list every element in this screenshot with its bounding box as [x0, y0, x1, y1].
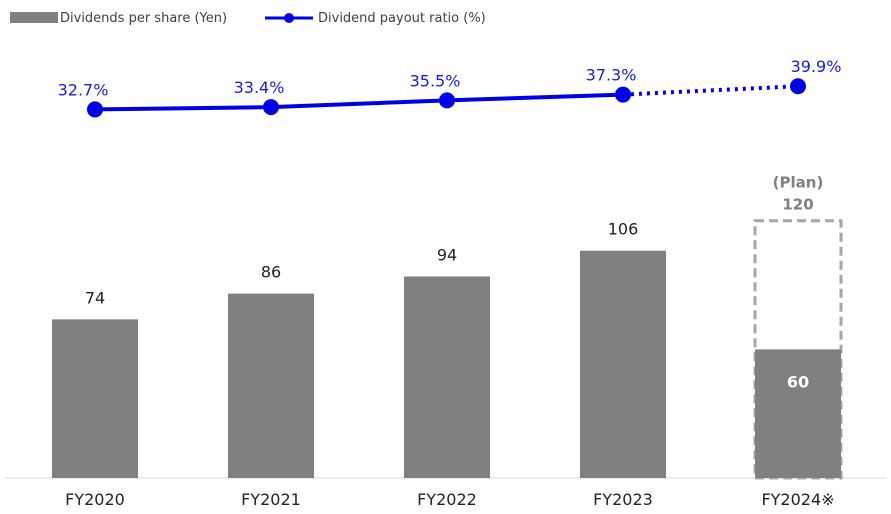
ratio-value-label: 37.3%: [586, 66, 637, 85]
ratio-line-solid: [94, 92, 624, 112]
bar-fy2020: [52, 319, 138, 478]
bar-fy2021: [228, 293, 314, 478]
bar-value-label: 74: [85, 288, 105, 307]
legend-line-marker: [284, 13, 294, 23]
x-axis-ticks: FY2020 FY2021 FY2022 FY2023 FY2024※: [65, 490, 834, 509]
ratio-point: [790, 78, 806, 95]
ratio-value-label: 33.4%: [234, 78, 285, 97]
bar-fy2024: [755, 349, 841, 478]
ratio-value-label: 35.5%: [410, 71, 461, 90]
ratio-point: [87, 101, 103, 118]
legend: Dividends per share (Yen) Dividend payou…: [10, 11, 486, 26]
bar-value-label: 86: [261, 263, 281, 282]
bar-value-label: 60: [787, 372, 809, 391]
ratio-line-layer: 32.7% 33.4% 35.5% 37.3% 39.9%: [58, 57, 842, 118]
bars-layer: (Plan) 120 74 86 94 106 60: [52, 174, 843, 480]
x-tick-label: FY2021: [241, 490, 301, 509]
plan-value-label: 120: [782, 196, 813, 214]
ratio-point: [439, 92, 455, 109]
bar-value-label: 106: [608, 220, 639, 239]
ratio-point: [263, 99, 279, 116]
x-tick-label: FY2023: [593, 490, 653, 509]
x-tick-label: FY2020: [65, 490, 125, 509]
ratio-line-projected: [622, 84, 799, 97]
x-tick-label: FY2022: [417, 490, 477, 509]
bar-fy2023: [580, 250, 666, 478]
legend-bar-swatch: [10, 12, 58, 23]
ratio-value-label: 32.7%: [58, 80, 109, 99]
bar-value-label: 94: [437, 245, 457, 264]
legend-line-label: Dividend payout ratio (%): [318, 11, 486, 26]
plan-tag: (Plan): [773, 174, 824, 192]
ratio-value-label: 39.9%: [791, 57, 842, 76]
x-tick-label: FY2024※: [761, 490, 834, 509]
bar-fy2022: [404, 276, 490, 478]
ratio-point: [615, 86, 631, 103]
legend-bar-label: Dividends per share (Yen): [60, 11, 227, 26]
